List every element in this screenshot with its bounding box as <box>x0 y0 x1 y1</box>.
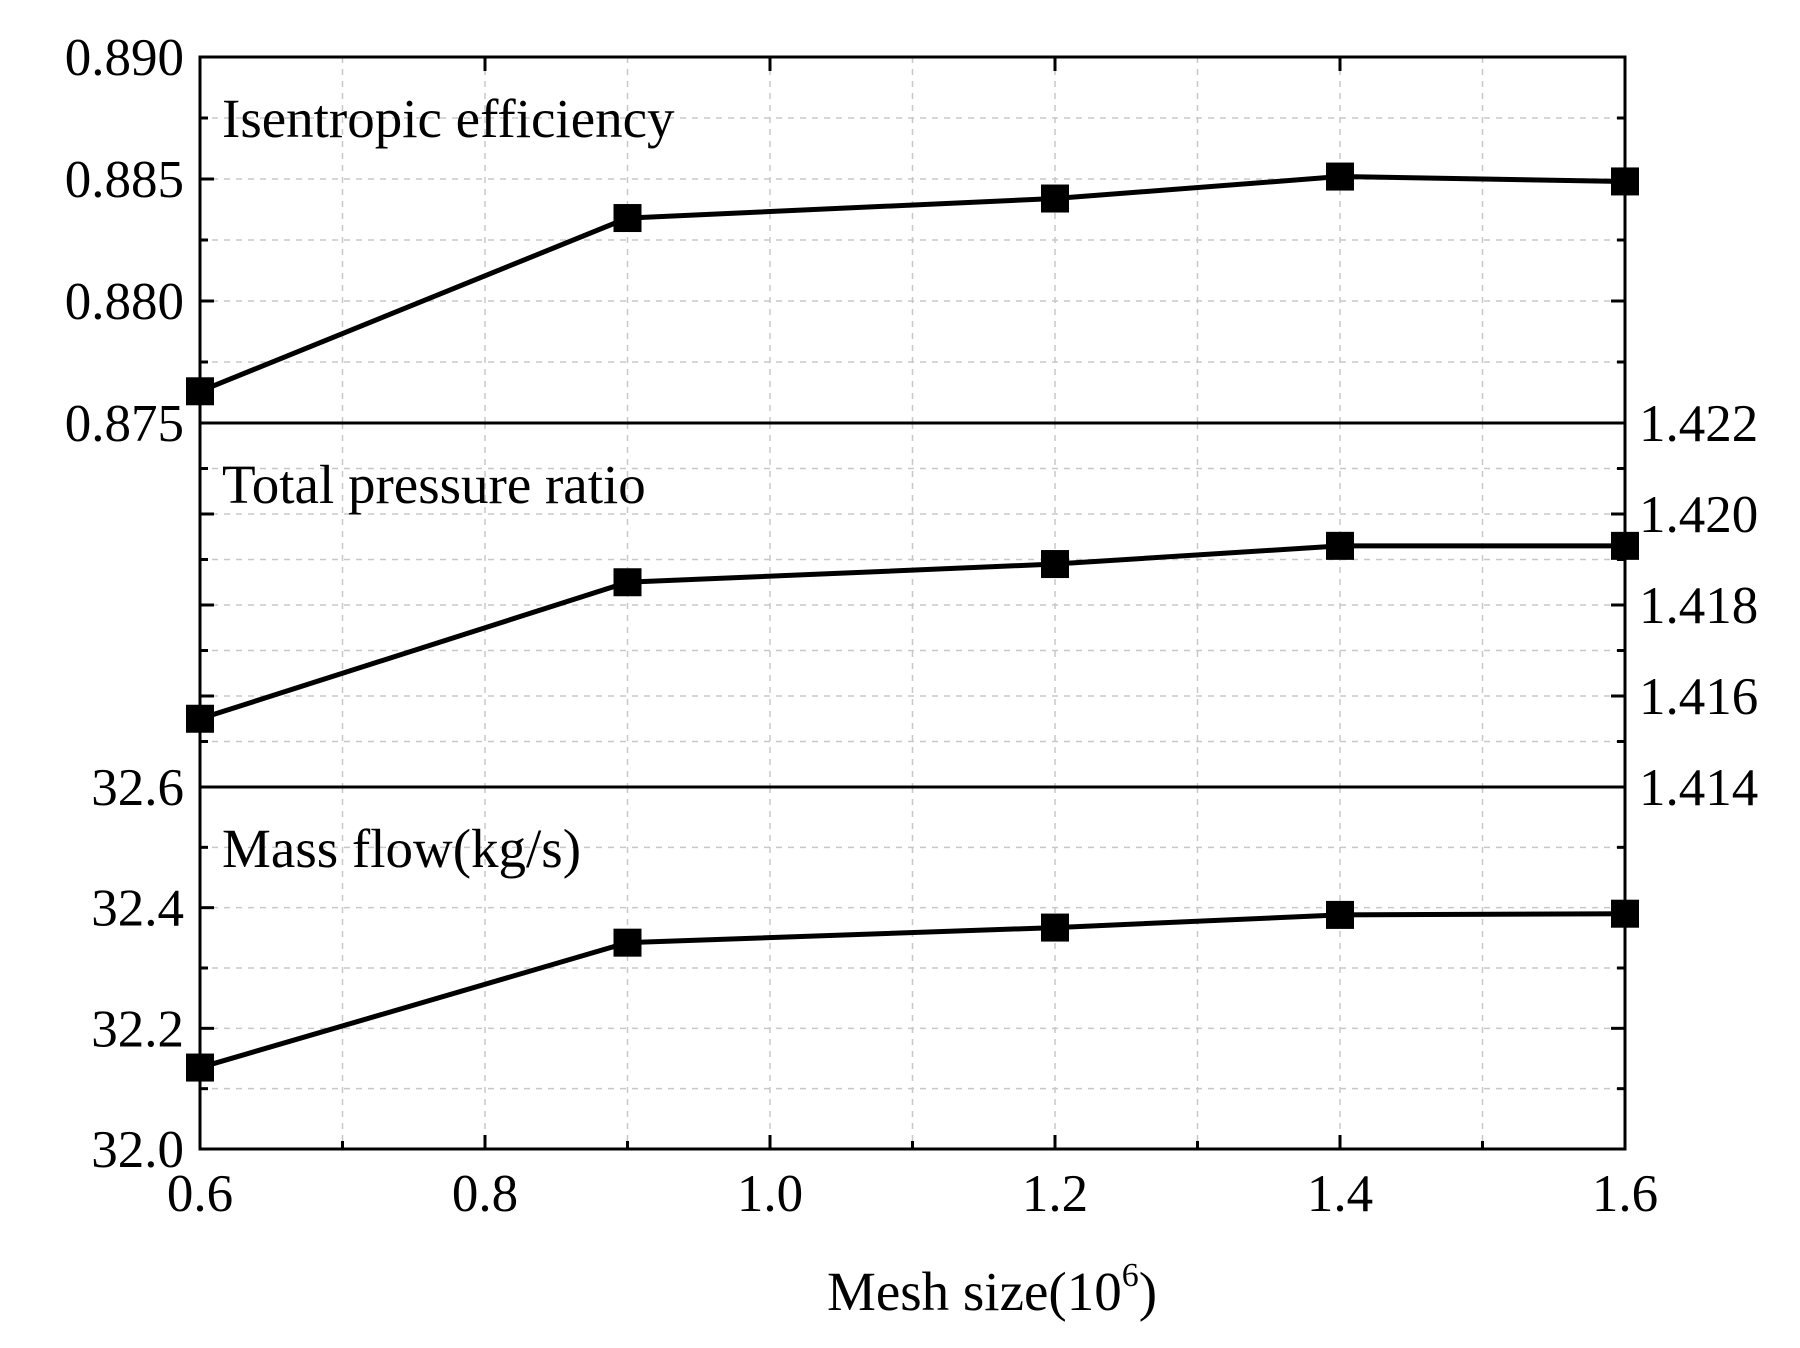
y-tick-label: 0.885 <box>65 151 184 209</box>
label-layer: 0.875 0.880 0.885 0.890 Isentropic efficienc… <box>65 29 1759 1223</box>
grid-layer <box>200 57 1625 1149</box>
y-tick-label: 32.0 <box>91 1121 184 1179</box>
y-tick-label: 0.880 <box>65 273 184 331</box>
y-tick-label: 32.6 <box>91 759 184 817</box>
data-point-marker <box>613 928 642 957</box>
series-layer <box>186 162 1639 1082</box>
data-point-marker <box>1041 550 1069 579</box>
data-point-marker <box>1326 531 1354 560</box>
y-tick-label: 1.418 <box>1639 577 1758 635</box>
y-tick-label: 0.875 <box>65 395 184 453</box>
panel-title: Isentropic efficiency <box>222 88 675 149</box>
x-tick-label: 1.0 <box>737 1165 803 1223</box>
x-axis-title-superscript: 6 <box>1122 1257 1139 1294</box>
x-tick-label: 1.2 <box>1022 1165 1088 1223</box>
y-tick-label: 1.416 <box>1639 668 1758 726</box>
y-tick-label: 1.420 <box>1639 486 1758 544</box>
data-point-marker <box>1326 162 1354 191</box>
y-tick-label: 1.422 <box>1639 395 1758 453</box>
x-tick-label: 0.8 <box>452 1165 518 1223</box>
y-tick-label: 0.890 <box>65 29 184 87</box>
panel-title: Total pressure ratio <box>222 454 646 515</box>
frame-layer <box>198 55 1627 1151</box>
x-axis-title: Mesh size(106) <box>827 1257 1157 1322</box>
data-point-marker <box>613 568 642 597</box>
y-tick-label: 32.4 <box>91 880 184 938</box>
x-axis-title-tail: ) <box>1139 1261 1157 1322</box>
data-point-marker <box>1041 913 1069 942</box>
data-point-marker <box>1041 184 1069 213</box>
y-tick-label: 32.2 <box>91 1000 184 1058</box>
data-point-marker <box>613 204 642 233</box>
panel-title: Mass flow(kg/s) <box>222 818 581 879</box>
x-tick-label: 0.6 <box>167 1165 233 1223</box>
data-point-marker <box>1326 900 1354 929</box>
x-tick-label: 1.6 <box>1592 1165 1658 1223</box>
x-axis-title-main: Mesh size(10 <box>827 1261 1122 1322</box>
y-tick-label: 1.414 <box>1639 759 1758 817</box>
x-tick-label: 1.4 <box>1307 1165 1373 1223</box>
